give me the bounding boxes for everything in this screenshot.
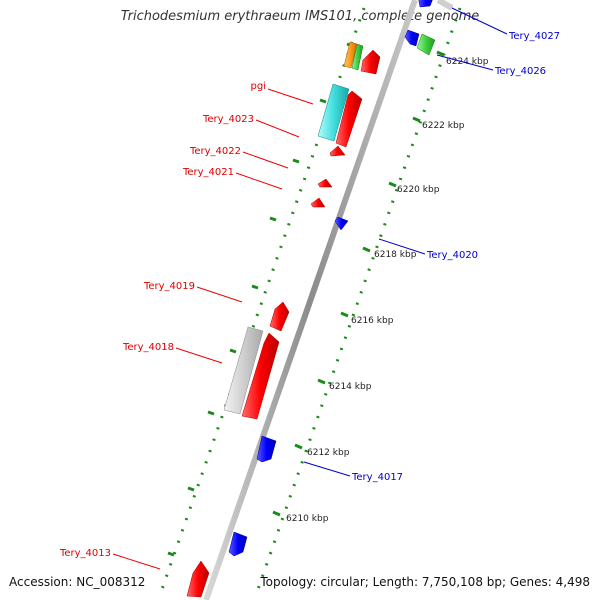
gene-label[interactable]: Tery_4022 xyxy=(189,146,241,157)
kbp-label: 6216 kbp xyxy=(351,316,394,326)
orange-feature-block[interactable] xyxy=(343,41,358,69)
map-title: Trichodesmium erythraeum IMS101, complet… xyxy=(120,9,480,24)
kbp-labels: 6224 kbp 6222 kbp 6220 kbp 6218 kbp 6216… xyxy=(286,57,489,524)
kbp-label: 6218 kbp xyxy=(374,250,417,260)
kbp-label: 6222 kbp xyxy=(422,121,465,131)
gene-arrow[interactable] xyxy=(228,531,248,557)
gene-arrow[interactable] xyxy=(256,435,277,463)
gene-arrow[interactable] xyxy=(317,178,333,188)
topology-label: Topology: circular; Length: 7,750,108 bp… xyxy=(260,575,590,589)
left-gene-labels: pgi Tery_4023 Tery_4022 Tery_4021 Tery_4… xyxy=(59,81,314,570)
green-feature-block[interactable] xyxy=(416,33,436,56)
gene-arrow[interactable] xyxy=(329,145,346,157)
backbone-branch xyxy=(436,0,454,11)
gene-arrow[interactable] xyxy=(186,560,210,598)
gene-arrow[interactable] xyxy=(269,301,290,332)
gene-arrow[interactable] xyxy=(310,197,326,208)
gene-label[interactable]: Tery_4027 xyxy=(508,31,560,42)
gene-arrow[interactable] xyxy=(241,332,280,420)
gene-arrow[interactable] xyxy=(360,49,381,75)
gene-label[interactable]: Tery_4017 xyxy=(351,472,403,483)
gene-label[interactable]: Tery_4020 xyxy=(426,250,478,261)
kbp-label: 6210 kbp xyxy=(286,514,329,524)
outer-major-ticks xyxy=(272,50,445,517)
right-gene-labels: Tery_4027 Tery_4026 Tery_4020 Tery_4017 xyxy=(303,7,560,483)
kbp-label: 6224 kbp xyxy=(446,57,489,67)
gray-feature-block[interactable] xyxy=(223,326,264,415)
gene-arrow[interactable] xyxy=(418,0,434,8)
gene-arrow[interactable] xyxy=(404,29,420,47)
gene-label[interactable]: Tery_4018 xyxy=(122,342,174,353)
genome-backbone xyxy=(203,0,418,600)
gene-label[interactable]: Tery_4026 xyxy=(494,66,546,77)
kbp-label: 6220 kbp xyxy=(397,185,440,195)
gene-label[interactable]: Tery_4023 xyxy=(202,114,254,125)
kbp-label: 6214 kbp xyxy=(329,382,372,392)
feature-blocks xyxy=(223,33,436,415)
gene-label[interactable]: Tery_4019 xyxy=(143,281,195,292)
cyan-feature-block[interactable] xyxy=(317,83,350,142)
gene-label[interactable]: Tery_4013 xyxy=(59,548,111,559)
accession-label: Accession: NC_008312 xyxy=(9,575,146,589)
reverse-genes xyxy=(228,0,434,557)
gene-arrow[interactable] xyxy=(335,90,363,148)
outer-track-dots xyxy=(254,7,462,596)
inner-track-dots xyxy=(158,7,366,596)
gene-label[interactable]: pgi xyxy=(251,81,266,92)
kbp-label: 6212 kbp xyxy=(307,448,350,458)
green-feature-block[interactable] xyxy=(351,43,364,71)
gene-label[interactable]: Tery_4021 xyxy=(182,167,234,178)
gene-arrow[interactable] xyxy=(334,216,349,231)
forward-genes xyxy=(186,49,381,598)
